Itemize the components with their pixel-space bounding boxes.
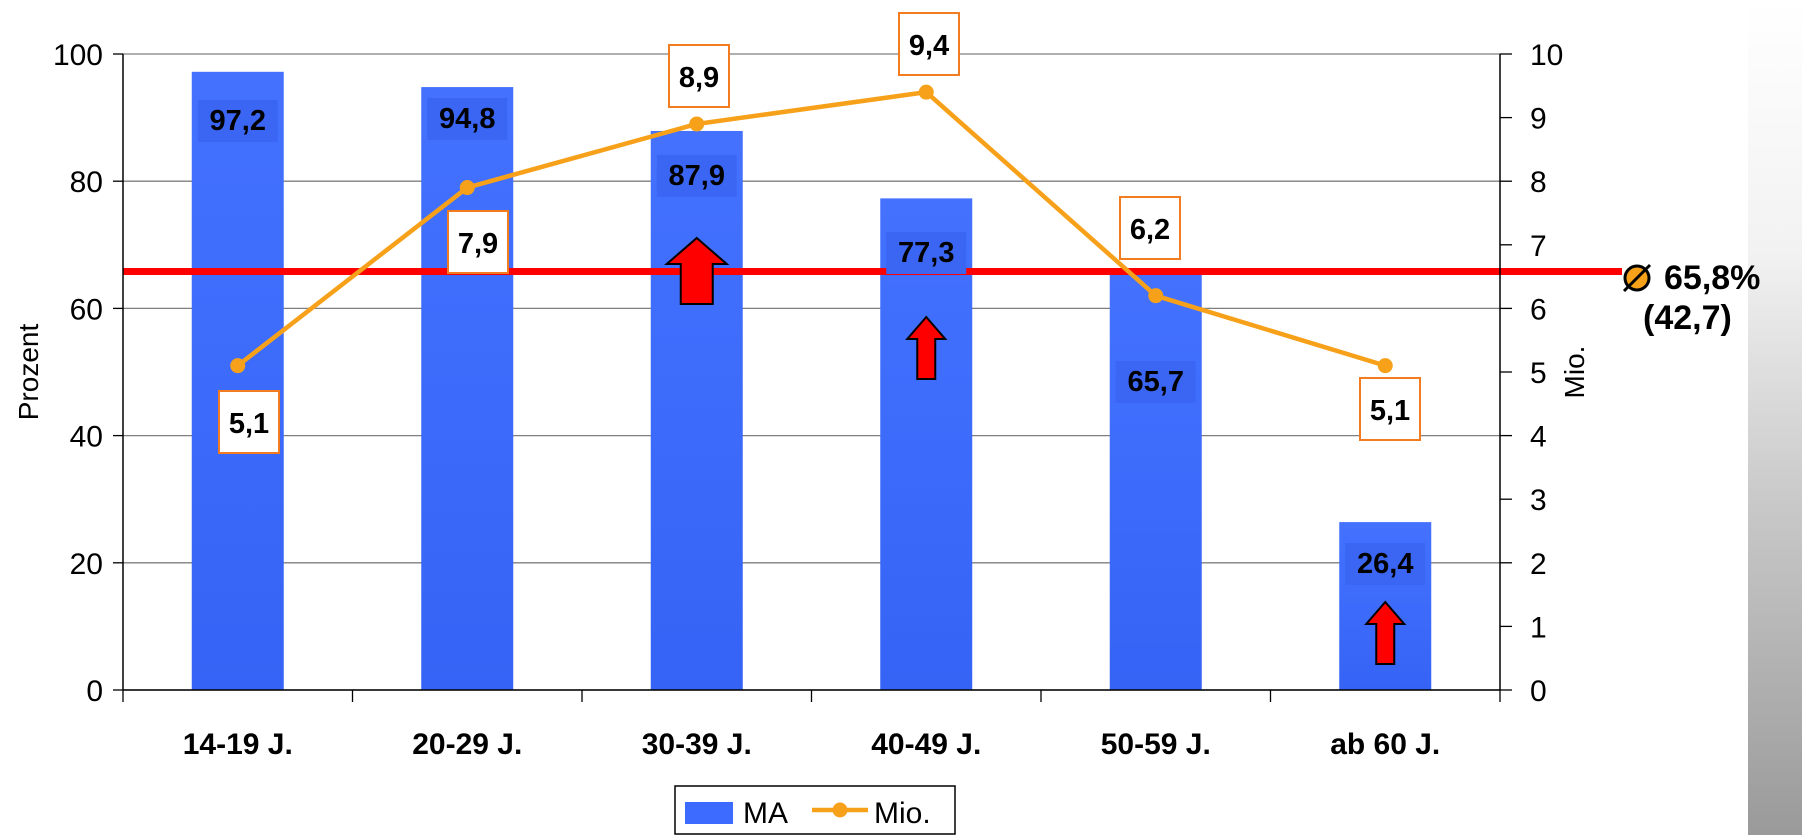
line-label-box — [447, 210, 509, 274]
x-tick-label: ab 60 J. — [1330, 728, 1440, 761]
line-point — [1148, 288, 1164, 304]
x-tick-label: 50-59 J. — [1101, 728, 1211, 761]
line-label: 5,1 — [229, 408, 269, 440]
y-tick-label: 60 — [70, 293, 103, 326]
line-label: 7,9 — [458, 228, 498, 260]
bar-label: 94,8 — [439, 103, 495, 135]
y-tick-label: 100 — [53, 39, 103, 72]
line-label-box — [668, 44, 730, 108]
side-panel-decoration — [1748, 0, 1802, 835]
up-arrow-icon — [1364, 600, 1407, 665]
bar — [650, 130, 743, 690]
average-total: (42,7) — [1643, 299, 1732, 337]
average-label: 65,8% (42,7) — [1620, 258, 1780, 338]
bar — [880, 198, 973, 690]
y-tick-label: 40 — [70, 421, 103, 454]
bar-series — [191, 71, 1432, 691]
line-label: 5,1 — [1370, 395, 1410, 427]
bar-label: 87,9 — [669, 160, 725, 192]
legend: MA Mio. — [674, 785, 956, 835]
y2-axis-title: Mio. — [1559, 346, 1590, 399]
bar — [1109, 272, 1202, 690]
x-tick-label: 30-39 J. — [642, 728, 752, 761]
line-point — [689, 116, 705, 132]
y2-tick-label: 6 — [1530, 293, 1547, 326]
bar-label-bg — [197, 100, 278, 142]
average-value: 65,8% — [1664, 259, 1761, 297]
y2-tick-label: 5 — [1530, 357, 1547, 390]
y2-tick-label: 1 — [1530, 611, 1547, 644]
axes: 0 20 40 60 80 100 0 1 2 3 4 5 6 7 8 9 10 14-19 J. 20-29 J.… — [13, 39, 1590, 761]
y2-tick-label: 9 — [1530, 103, 1547, 136]
bar-label-bg — [656, 155, 737, 197]
legend-label: MA — [743, 797, 788, 830]
bar-label-bg — [1345, 543, 1426, 585]
y-tick-label: 0 — [86, 675, 103, 708]
bar-label: 65,7 — [1128, 366, 1184, 398]
line-point — [918, 84, 934, 100]
y-tick-label: 80 — [70, 166, 103, 199]
data-labels: 97,2 94,8 87,9 77,3 65,7 26,4 5,1 7,9 8,9 9,4 6,2 5… — [197, 12, 1426, 585]
y2-tick-label: 10 — [1530, 39, 1563, 72]
line-label-box — [1119, 196, 1181, 260]
gridlines — [123, 53, 1500, 691]
bar-label-bg — [1115, 361, 1196, 403]
y-axis-title: Prozent — [13, 324, 44, 421]
legend-swatch-bar — [685, 802, 733, 824]
line-point — [230, 358, 246, 374]
bar-label: 97,2 — [210, 105, 266, 137]
bar — [191, 71, 284, 691]
up-arrow-icon — [664, 236, 730, 305]
y2-tick-label: 8 — [1530, 166, 1547, 199]
average-symbol-icon — [1622, 263, 1652, 293]
legend-swatch-marker — [832, 802, 848, 818]
y2-tick-label: 0 — [1530, 675, 1547, 708]
chart: 0 20 40 60 80 100 0 1 2 3 4 5 6 7 8 9 10 14-19 J. 20-29 J.… — [13, 12, 1622, 835]
line-label: 6,2 — [1130, 214, 1170, 246]
bar-label: 26,4 — [1357, 548, 1413, 580]
bar-label: 77,3 — [898, 237, 954, 269]
line-path — [236, 89, 1386, 368]
line-label-box — [1359, 377, 1421, 441]
line-label-box — [218, 390, 280, 454]
line-point — [1377, 358, 1393, 374]
legend-label: Mio. — [874, 797, 931, 830]
line-series — [230, 84, 1393, 374]
bar-label-bg — [886, 232, 967, 274]
x-tick-label: 14-19 J. — [183, 728, 293, 761]
line-point — [459, 180, 475, 196]
bar-label-bg — [427, 98, 508, 140]
y2-tick-label: 7 — [1530, 230, 1547, 263]
y2-tick-label: 4 — [1530, 421, 1547, 454]
line-label-box — [898, 12, 960, 76]
line-label: 8,9 — [679, 62, 719, 94]
y-tick-label: 20 — [70, 548, 103, 581]
x-tick-label: 20-29 J. — [412, 728, 522, 761]
y2-tick-label: 2 — [1530, 548, 1547, 581]
y2-tick-label: 3 — [1530, 484, 1547, 517]
line-label: 9,4 — [909, 30, 949, 62]
up-arrows — [664, 236, 1407, 665]
up-arrow-icon — [905, 315, 948, 380]
x-tick-label: 40-49 J. — [871, 728, 981, 761]
